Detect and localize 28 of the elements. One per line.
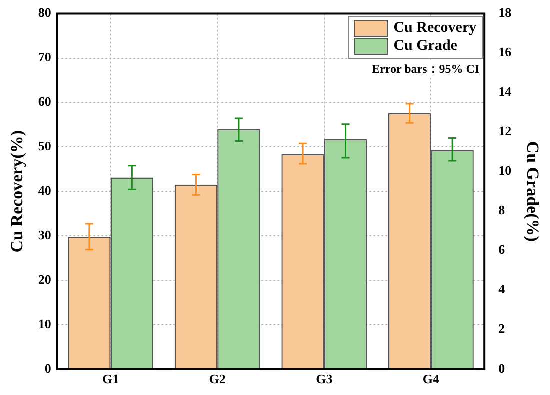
y2-tick-label: 2 — [498, 321, 506, 336]
y-tick-label: 80 — [38, 5, 52, 20]
y-tick-label: 70 — [38, 50, 52, 65]
annotation: Error bars：95% CI — [372, 60, 480, 78]
y2-tick-label: 6 — [498, 242, 506, 258]
x-tick-label: G3 — [316, 372, 334, 387]
y2-tick-label: 12 — [498, 124, 512, 139]
y-tick-label: 30 — [38, 227, 52, 242]
y2-axis-title: Cu Grade(%) — [523, 141, 542, 242]
y2-tick-label: 10 — [498, 163, 512, 178]
y2-tick-label: 18 — [498, 5, 512, 20]
y-tick-label: 60 — [38, 94, 52, 110]
y2-tick-label: 8 — [498, 202, 506, 218]
y-tick-label: 20 — [38, 272, 52, 287]
legend-label: Cu Recovery — [394, 20, 477, 37]
y2-tick-label: 0 — [498, 360, 506, 376]
x-tick-label: G4 — [422, 372, 440, 387]
y2-tick-label: 4 — [498, 282, 506, 297]
y-tick-label: 10 — [38, 316, 52, 332]
y2-tick-label: 16 — [498, 44, 512, 60]
y2-tick-label: 14 — [498, 84, 512, 100]
y-tick-label: 40 — [38, 182, 52, 198]
y-tick-label: 0 — [44, 360, 52, 376]
legend-label: Cu Grade — [394, 38, 458, 55]
y-tick-label: 50 — [38, 138, 52, 154]
x-tick-label: G1 — [102, 372, 120, 387]
y-axis-title: Cu Recovery(%) — [8, 130, 27, 253]
x-tick-label: G2 — [209, 372, 226, 387]
